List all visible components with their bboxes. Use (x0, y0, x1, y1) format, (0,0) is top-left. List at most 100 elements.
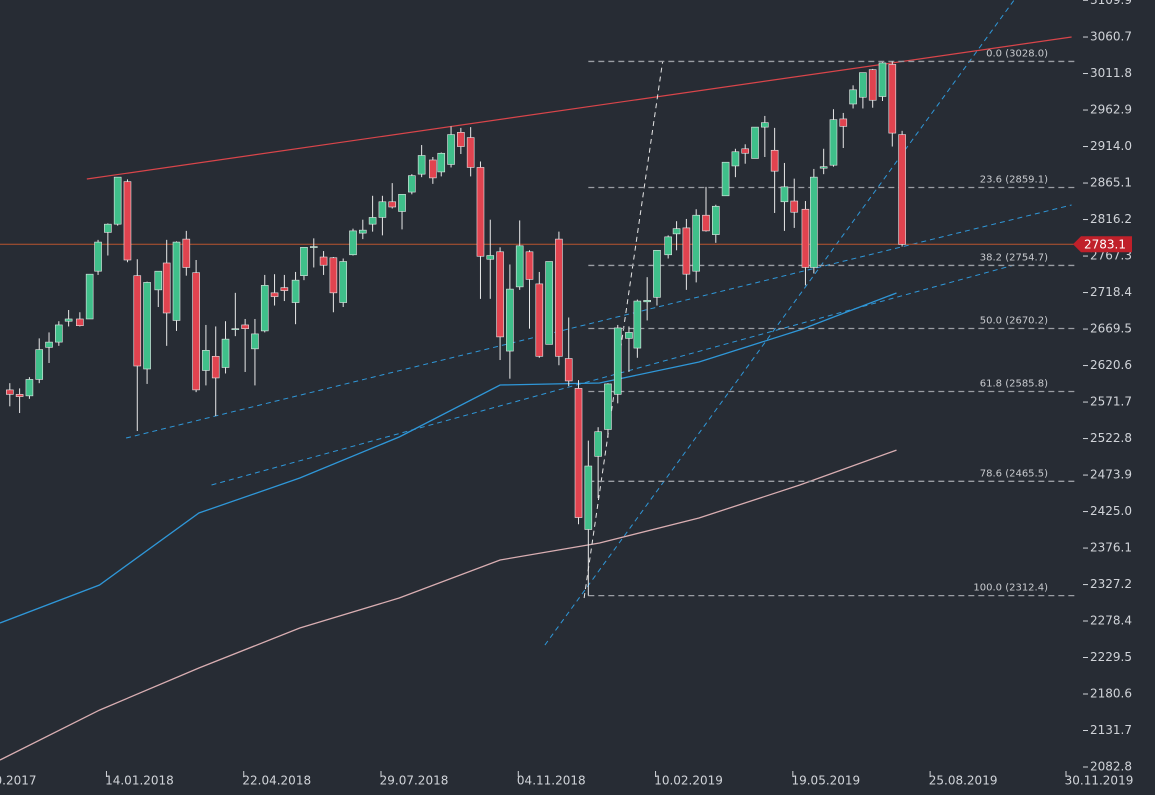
y-tick-label: 2376.1 (1090, 541, 1132, 555)
y-tick-label: 2620.6 (1090, 358, 1132, 372)
candle-body (123, 181, 132, 261)
candle-body (564, 358, 573, 382)
candle-body (829, 119, 838, 166)
candle-body (574, 388, 583, 518)
candle-body (378, 201, 387, 218)
candle-body (643, 300, 651, 303)
candle-body (447, 134, 455, 165)
x-tick-label: 08.10.2017 (0, 774, 37, 788)
candle-body (664, 236, 672, 256)
candle-body (711, 205, 720, 235)
x-tick-label: 04.11.2018 (517, 774, 586, 788)
y-tick-label: 2718.4 (1090, 285, 1132, 299)
candle-body (868, 69, 877, 101)
candle-body (6, 389, 14, 395)
fib-label: 23.6 (2859.1) (980, 175, 1048, 186)
candle-body (319, 256, 328, 266)
candle-body (525, 251, 534, 280)
candle-body (859, 72, 867, 98)
moving-average (0, 292, 897, 624)
y-tick-label: 2229.5 (1090, 650, 1132, 664)
x-tick-label: 25.08.2019 (929, 774, 998, 788)
candle-body (545, 261, 553, 345)
y-tick-label: 2082.8 (1090, 760, 1132, 774)
candle-body (702, 214, 710, 232)
candle-body (751, 126, 759, 159)
candle-body (192, 272, 200, 391)
candle-body (466, 137, 475, 168)
candle-body (260, 285, 269, 332)
candle-body (790, 200, 799, 213)
moving-average (0, 449, 897, 761)
candle-body (819, 166, 828, 169)
candle-body (251, 333, 259, 350)
candle-body (692, 214, 700, 272)
candle-body (15, 394, 24, 397)
x-tick-label: 30.11.2019 (1065, 774, 1134, 788)
candle-body (231, 328, 240, 330)
candle-body (85, 273, 94, 320)
candle-body (653, 249, 661, 298)
fib-label: 61.8 (2585.8) (980, 379, 1048, 390)
y-tick-label: 2962.9 (1090, 103, 1132, 117)
last-price-tag (1073, 236, 1132, 253)
y-tick-label: 3109.9 (1090, 0, 1132, 7)
x-tick-label: 22.04.2018 (242, 774, 311, 788)
fib-label: 100.0 (2312.4) (973, 583, 1048, 594)
candle-body (849, 89, 857, 105)
candle-body (555, 238, 563, 357)
candle-body (241, 324, 249, 329)
candle-body (888, 64, 897, 134)
candle-body (672, 228, 681, 235)
candle-body (25, 379, 34, 397)
candle-body (721, 161, 730, 197)
y-tick-label: 2327.2 (1090, 577, 1132, 591)
candle-body (270, 292, 279, 297)
candle-body (113, 176, 122, 225)
candle-body (172, 241, 181, 321)
candle-body (45, 341, 53, 348)
candle-body (55, 324, 63, 343)
candle-body (613, 327, 622, 395)
candle-body (309, 246, 318, 248)
trend-line (86, 36, 1072, 180)
candle-body (682, 227, 691, 275)
candle-body (182, 238, 191, 268)
candle-body (280, 287, 289, 291)
candle-body (429, 159, 437, 179)
candle-body (349, 230, 357, 256)
candle-body (761, 122, 769, 128)
candle-body (291, 279, 300, 303)
candle-body (535, 283, 544, 357)
y-tick-label: 3060.7 (1090, 30, 1132, 44)
candle-body (515, 245, 524, 288)
x-tick-label: 14.01.2018 (105, 774, 174, 788)
y-tick-label: 2278.4 (1090, 613, 1132, 627)
fib-label: 0.0 (3028.0) (986, 48, 1048, 59)
candle-body (398, 194, 406, 212)
candle-body (104, 223, 112, 233)
trend-line (583, 61, 664, 599)
candle-body (143, 282, 151, 370)
candle-body (329, 257, 338, 294)
y-tick-label: 2914.0 (1090, 139, 1132, 153)
x-tick-label: 19.05.2019 (791, 774, 860, 788)
y-tick-label: 2865.1 (1090, 176, 1132, 190)
candle-body (486, 255, 495, 260)
candle-body (368, 217, 377, 225)
y-tick-label: 2522.8 (1090, 431, 1132, 445)
candle-body (770, 149, 779, 172)
y-tick-label: 2425.0 (1090, 504, 1132, 518)
fib-label: 50.0 (2670.2) (980, 316, 1048, 327)
candle-body (878, 62, 887, 97)
candle-body (457, 132, 465, 147)
last-price-label: 2783.1 (1084, 238, 1126, 252)
candle-body (476, 167, 485, 257)
candle-body (594, 431, 602, 457)
candle-body (133, 275, 142, 367)
candle-body (437, 152, 446, 173)
candle-body (898, 134, 906, 245)
candle-body (741, 148, 750, 154)
fib-label: 78.6 (2465.5) (980, 468, 1048, 479)
